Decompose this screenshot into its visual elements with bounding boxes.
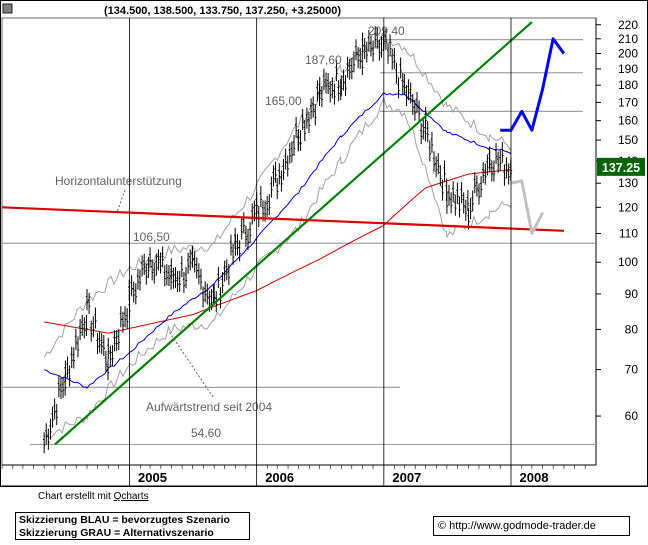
y-tick-label: 160 [618,114,638,128]
chart-title: ORANGE JUICE [16,5,100,17]
x-tick-label: 2007 [392,470,421,485]
ma-short-line [44,92,512,390]
y-tick-label: 130 [618,176,638,190]
source-link[interactable]: © http://www.godmode-trader.de [433,516,630,536]
annotation-layer: 209,40 187,60 165,00 106,50 54,60 Horizontalu… [55,24,405,440]
x-tick-label: 2008 [520,470,549,485]
checkbox-icon[interactable] [2,3,13,14]
y-tick-label: 110 [619,227,638,241]
lower-band-line [43,97,512,440]
y-tick-label: 180 [618,78,638,92]
y-tick-label: 70 [625,363,639,377]
qcharts-link[interactable]: Qcharts [113,491,149,502]
uptrend-line [54,21,533,446]
y-tick-label: 90 [625,287,639,301]
x-tick-label: 2006 [265,470,294,485]
band-layer [43,30,512,440]
plot-area [1,17,597,466]
y-tick-label: 220 [618,18,638,32]
grid-layer [2,39,596,446]
upper-band-line [43,30,512,358]
credit-prefix: Chart erstellt mit [38,491,114,502]
x-tick-label: 2005 [138,470,167,485]
horizontal-support-line [1,206,564,232]
ma-long-line [44,169,512,334]
moving-average-layer [44,92,512,390]
price-level-label: 106,50 [133,230,170,244]
scenario-legend: Skizzierung BLAU = bevorzugtes Szenario … [15,512,250,540]
last-price-badge [597,157,645,176]
y-tick-label: 170 [618,95,638,109]
alternative-scenario-path [510,179,545,235]
y-tick-label: 100 [618,255,638,269]
chart-credit: Chart erstellt mit Qcharts [38,491,149,502]
trend-annotation: Aufwärtstrend seit 2004 [146,400,272,414]
price-level-label: 187,60 [305,53,342,67]
trend-annotation-leader [167,329,214,398]
price-level-label: 209,40 [368,24,405,38]
last-price-label: 137.25 [602,161,640,175]
title-bar [1,1,647,18]
price-level-label: 54,60 [191,426,221,440]
ohlc-readout: (134.500, 138.500, 133.750, 137.250, +3.… [104,5,341,17]
y-tick-label: 210 [618,32,638,46]
price-level-label: 165,00 [265,94,302,108]
trendline-layer [1,21,564,446]
y-tick-label: 190 [618,62,638,76]
y-tick-label: 150 [618,133,638,147]
support-annotation: Horizontalunterstützung [55,174,182,188]
y-tick-label: 200 [618,46,638,60]
legend-line-grey: Skizzierung GRAU = Alternativszenario [19,527,214,539]
y-tick-label: 120 [618,200,638,214]
y-tick-label: 60 [625,409,639,423]
y-tick-label: 80 [625,322,639,336]
legend-line-blue: Skizzierung BLAU = bevorzugtes Szenario [19,514,230,526]
axis-layer: 2202102001901801701601501401301201101009… [1,18,645,486]
